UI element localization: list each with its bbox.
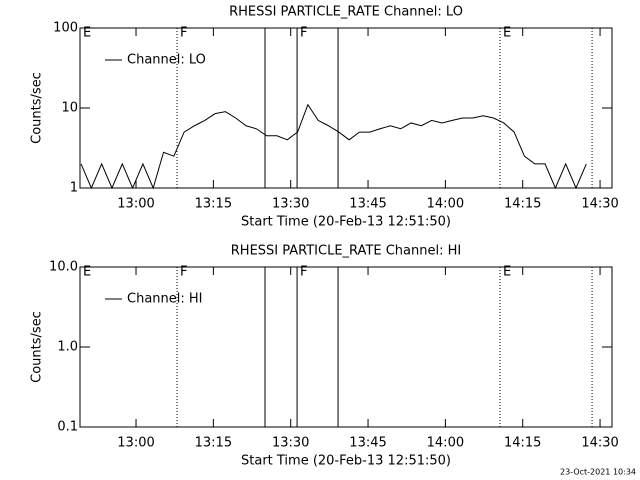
x-tick-label: 14:00 bbox=[427, 436, 464, 451]
flag-label: E bbox=[83, 265, 91, 280]
flag-label: E bbox=[503, 26, 511, 41]
x-tick-label: 13:00 bbox=[117, 197, 154, 212]
chart-title: RHESSI PARTICLE_RATE Channel: LO bbox=[229, 5, 463, 20]
flag-label: F bbox=[180, 265, 187, 280]
flag-label: F bbox=[180, 26, 187, 41]
x-tick-label: 14:00 bbox=[427, 197, 464, 212]
data-line bbox=[80, 103, 587, 190]
legend-label: Channel: HI bbox=[127, 292, 203, 307]
y-axis-label: Counts/sec bbox=[30, 311, 45, 383]
x-tick-label: 13:45 bbox=[349, 436, 386, 451]
y-tick-label: 10.0 bbox=[49, 260, 78, 275]
timestamp: 23-Oct-2021 10:34 bbox=[560, 468, 636, 477]
y-axis-label: Counts/sec bbox=[30, 72, 45, 144]
x-tick-label: 14:15 bbox=[504, 197, 541, 212]
x-tick-label: 13:30 bbox=[272, 197, 309, 212]
y-tick-label: 1 bbox=[70, 181, 78, 196]
x-axis-label: Start Time (20-Feb-13 12:51:50) bbox=[241, 454, 451, 469]
x-tick-label: 14:30 bbox=[581, 197, 618, 212]
y-tick-label: 10 bbox=[61, 101, 78, 116]
x-tick-label: 13:15 bbox=[195, 197, 232, 212]
flag-label: E bbox=[503, 265, 511, 280]
flag-label: E bbox=[83, 26, 91, 41]
x-axis-label: Start Time (20-Feb-13 12:51:50) bbox=[241, 215, 451, 230]
x-tick-label: 13:30 bbox=[272, 436, 309, 451]
x-tick-label: 14:15 bbox=[504, 436, 541, 451]
x-tick-label: 13:00 bbox=[117, 436, 154, 451]
legend-label: Channel: LO bbox=[127, 53, 206, 68]
flag-label: F bbox=[300, 26, 307, 41]
y-tick-label: 1.0 bbox=[57, 340, 78, 355]
chart-title: RHESSI PARTICLE_RATE Channel: HI bbox=[231, 244, 461, 259]
flag-label: F bbox=[300, 265, 307, 280]
x-tick-label: 13:45 bbox=[349, 197, 386, 212]
y-tick-label: 0.1 bbox=[57, 420, 78, 435]
x-tick-label: 13:15 bbox=[195, 436, 232, 451]
x-tick-label: 14:30 bbox=[581, 436, 618, 451]
y-tick-label: 100 bbox=[53, 21, 78, 36]
